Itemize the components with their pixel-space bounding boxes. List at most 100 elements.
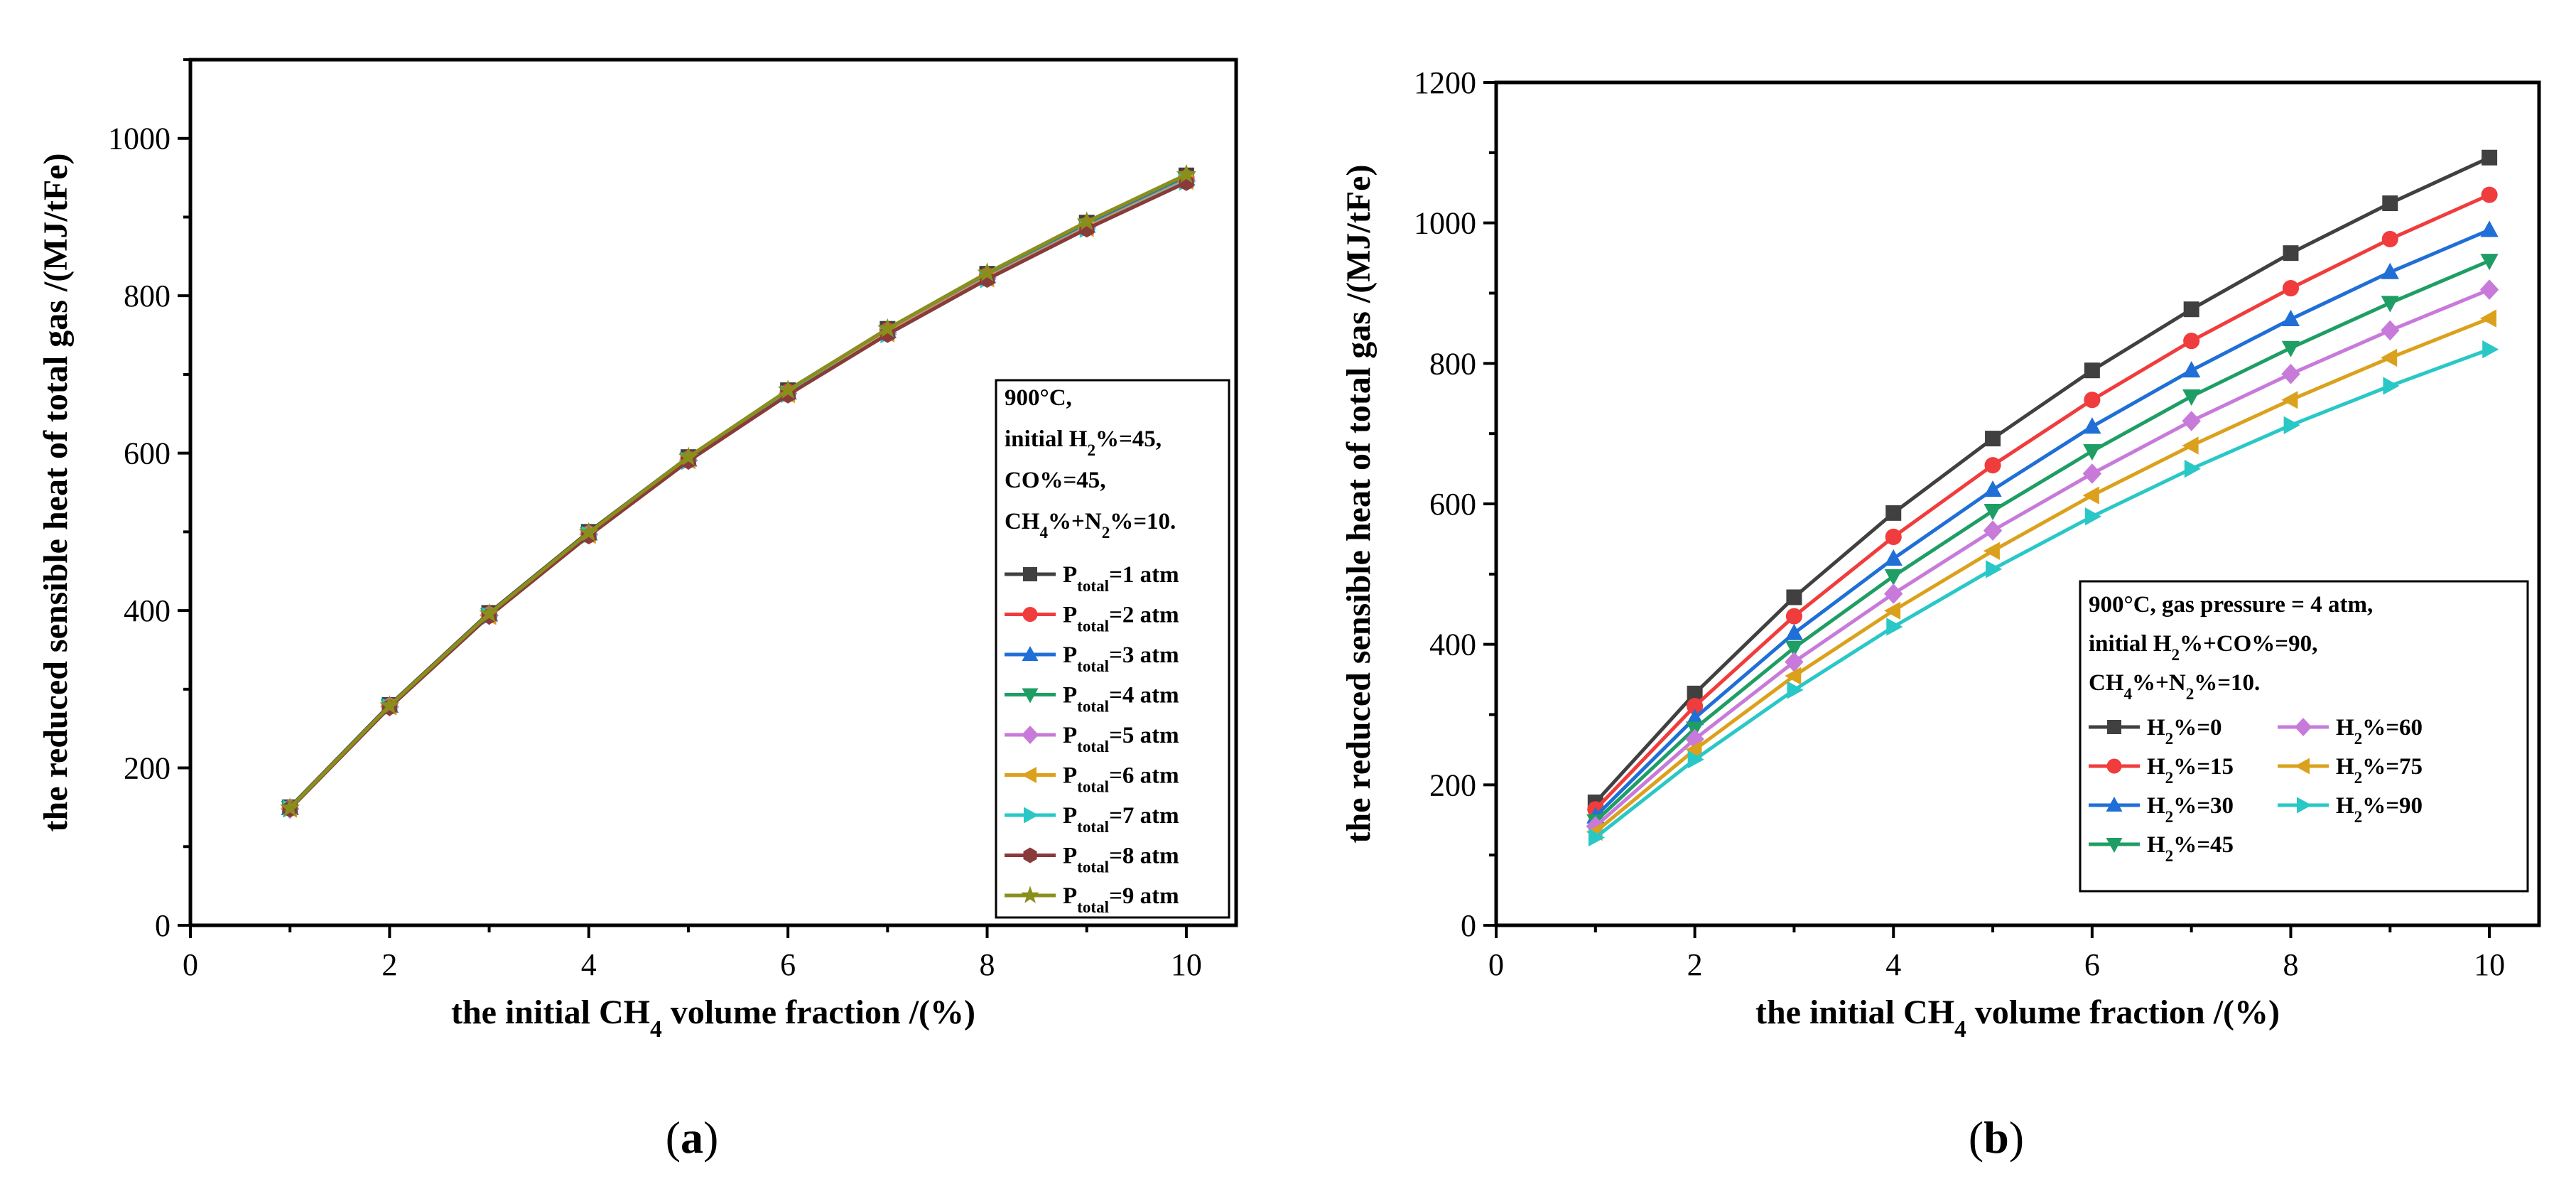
legend-entry: H2%=30	[2089, 793, 2234, 826]
data-point	[1885, 528, 1902, 546]
legend-marker	[1023, 847, 1037, 863]
data-point	[1785, 623, 1804, 640]
legend-label: Ptotal=7 atm	[1063, 803, 1179, 836]
legend-entry: H2%=60	[2278, 715, 2423, 748]
legend-condition: initial H2%=45,	[1005, 426, 1162, 459]
legend-entry: Ptotal=7 atm	[1005, 803, 1179, 836]
legend-entry: Ptotal=5 atm	[1005, 723, 1179, 755]
data-point	[2083, 417, 2101, 434]
data-point	[1687, 698, 1704, 715]
legend-entry: Ptotal=6 atm	[1005, 763, 1179, 796]
data-point	[2381, 348, 2398, 367]
legend-label: Ptotal=2 atm	[1063, 603, 1179, 635]
legend-condition: CH4%+N2%=10.	[2089, 670, 2260, 703]
series-line	[1593, 156, 2491, 804]
data-point	[2182, 411, 2201, 431]
legend-entry: H2%=90	[2278, 793, 2423, 826]
data-point	[1786, 589, 1802, 605]
data-point	[2381, 262, 2399, 279]
legend-entry: Ptotal=1 atm	[1005, 562, 1179, 595]
legend-label: H2%=0	[2147, 715, 2222, 748]
x-tick-label: 6	[780, 947, 796, 982]
data-point	[1785, 608, 1802, 625]
data-point	[2082, 486, 2099, 505]
data-point	[2082, 463, 2102, 484]
panel-label: (a)	[666, 1112, 719, 1163]
x-tick-label: 2	[1687, 947, 1703, 982]
chart-panel-a: 0 2 4 6 8 10 0 200 400 600 800 1000 the initial CH4 …	[37, 58, 1238, 1163]
series-9	[280, 163, 1196, 817]
y-tick-label: 200	[124, 751, 171, 786]
data-point	[1984, 457, 2001, 474]
data-point	[1885, 505, 1902, 521]
series-line	[1594, 259, 2491, 823]
legend-entry: Ptotal=3 atm	[1005, 642, 1179, 675]
data-point	[1985, 431, 2001, 447]
data-point	[2482, 340, 2499, 359]
data-point	[1686, 709, 1704, 726]
data-point	[2084, 392, 2101, 409]
data-point	[2183, 301, 2199, 318]
legend-entry: Ptotal=9 atm	[1005, 883, 1179, 916]
legend-label: H2%=45	[2147, 832, 2234, 865]
x-tick-label: 4	[581, 947, 597, 982]
y-tick-label: 400	[124, 593, 171, 628]
series-line	[1593, 193, 2491, 811]
legend-label: Ptotal=9 atm	[1063, 883, 1179, 916]
legend-marker	[1021, 885, 1039, 903]
data-point	[2283, 245, 2299, 262]
legend-box	[2079, 580, 2529, 893]
plot-frame	[188, 58, 1238, 927]
data-point	[2381, 230, 2398, 247]
data-point	[1785, 652, 1804, 672]
legend-marker	[1024, 807, 1039, 824]
data-point	[2480, 220, 2499, 237]
legend-marker	[1022, 607, 1038, 622]
legend-condition: 900°C,	[1005, 385, 1072, 411]
data-point	[2281, 391, 2298, 409]
data-point	[1785, 640, 1804, 657]
legend-condition: initial H2%+CO%=90,	[2089, 631, 2317, 664]
data-point	[479, 603, 499, 623]
data-point	[2283, 416, 2300, 434]
data-point	[2182, 436, 2199, 455]
legend-marker	[1022, 688, 1039, 704]
data-point	[1884, 549, 1903, 566]
y-tick-label: 1200	[1414, 65, 1476, 100]
data-point	[1884, 583, 1903, 604]
data-point	[1687, 750, 1704, 769]
data-point	[2085, 507, 2102, 526]
legend-marker	[1022, 726, 1039, 744]
legend-marker	[1022, 646, 1039, 661]
data-point	[2183, 333, 2200, 350]
legend-label: Ptotal=8 atm	[1063, 844, 1179, 876]
data-point	[2482, 149, 2498, 166]
data-point	[1785, 667, 1802, 685]
data-point	[2481, 186, 2498, 203]
data-point	[2182, 389, 2201, 406]
data-point	[1983, 520, 2003, 541]
series-line	[1594, 348, 2490, 839]
legend-label: Ptotal=4 atm	[1063, 683, 1179, 716]
y-tick-label: 0	[155, 908, 171, 943]
legend-marker	[2106, 838, 2123, 853]
x-axis-title: the initial CH4 volume fraction /(%)	[451, 994, 975, 1043]
x-tick-label: 6	[2084, 947, 2100, 982]
data-point	[2281, 309, 2300, 326]
data-point	[1588, 828, 1605, 847]
y-tick-label: 0	[1461, 908, 1476, 943]
series-6	[1586, 309, 2496, 841]
data-point	[1886, 618, 1903, 636]
legend-marker	[2295, 758, 2310, 775]
data-point	[1176, 163, 1196, 183]
y-axis-title: the reduced sensible heat of total gas /…	[37, 154, 75, 832]
series-line	[1594, 288, 2491, 828]
y-tick-label: 800	[124, 279, 171, 313]
legend-entry: H2%=75	[2278, 754, 2423, 787]
series-line	[1594, 228, 2491, 818]
data-point	[2381, 296, 2399, 313]
legend: 900°C, gas pressure = 4 atm, initial H2%+…	[2079, 580, 2529, 893]
legend-label: H2%=15	[2147, 754, 2234, 787]
data-point	[1984, 504, 2002, 521]
